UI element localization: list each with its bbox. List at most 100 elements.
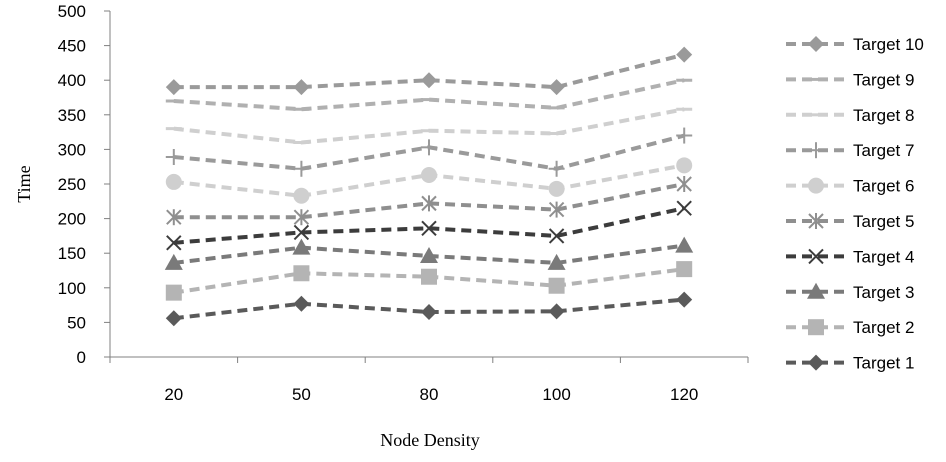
legend-label: Target 5 (853, 212, 914, 231)
data-point-target-10 (676, 46, 693, 63)
series-target-3 (164, 236, 694, 270)
data-point-target-2 (548, 277, 565, 294)
y-tick-label: 400 (58, 71, 86, 90)
legend-marker (808, 248, 824, 265)
data-point-target-6 (293, 187, 310, 204)
series-line-target-5 (173, 182, 685, 220)
legend-item-target-6: Target 6 (786, 177, 914, 196)
legend-item-target-7: Target 7 (786, 141, 914, 160)
data-point-target-6 (421, 167, 437, 184)
series-target-5 (166, 176, 692, 226)
series-target-6 (165, 157, 693, 204)
series-line-target-4 (173, 206, 685, 245)
legend-label: Target 8 (853, 106, 914, 125)
legend-label: Target 6 (853, 177, 914, 196)
legend-item-target-3: Target 3 (786, 282, 914, 302)
legend-item-target-1: Target 1 (786, 354, 914, 373)
data-point-target-3 (292, 238, 311, 255)
series-target-8 (165, 107, 693, 145)
marker-stroke (293, 224, 310, 241)
legend-item-target-2: Target 2 (786, 318, 914, 337)
legend-label: Target 1 (853, 354, 914, 373)
legend-item-target-9: Target 9 (786, 70, 914, 89)
legend-item-target-5: Target 5 (786, 212, 914, 231)
marker-stroke (166, 235, 182, 251)
data-point-target-3 (420, 246, 438, 263)
data-point-target-7 (676, 127, 693, 144)
data-point-target-7 (548, 160, 565, 177)
series-target-10 (165, 46, 693, 96)
legend-marker (808, 319, 824, 336)
y-tick-label: 250 (58, 175, 86, 194)
series-line-target-9 (173, 78, 685, 112)
data-point-target-1 (165, 310, 182, 327)
y-tick-label: 500 (58, 2, 86, 21)
data-point-target-2 (676, 261, 693, 278)
data-point-target-5 (676, 176, 692, 192)
legend-label: Target 2 (853, 318, 914, 337)
legend-label: Target 7 (853, 141, 914, 160)
legend-item-target-4: Target 4 (786, 247, 914, 266)
data-point-target-4 (421, 220, 437, 236)
series-target-1 (165, 291, 693, 327)
data-point-target-2 (421, 268, 437, 285)
data-point-target-3 (675, 236, 694, 253)
marker-stroke (548, 228, 565, 244)
marker-stroke (421, 220, 437, 236)
x-axis-title: Node Density (380, 430, 479, 450)
data-point-target-3 (164, 253, 183, 270)
data-point-target-10 (165, 79, 182, 96)
data-point-target-5 (293, 209, 310, 226)
data-point-target-10 (421, 72, 437, 89)
legend: Target 10 Target 9 Target 8 Target 7 Target … (786, 35, 924, 373)
data-point-target-10 (548, 79, 565, 96)
data-point-target-6 (165, 173, 182, 190)
legend-marker (808, 36, 824, 52)
y-tick-label: 50 (67, 313, 86, 332)
x-tick-label: 80 (420, 385, 439, 404)
marker-stroke (808, 248, 824, 265)
data-point-target-1 (676, 291, 693, 308)
y-tick-label: 150 (58, 244, 86, 263)
data-point-target-1 (293, 295, 310, 312)
legend-item-target-10: Target 10 (786, 35, 924, 54)
y-tick-label: 100 (58, 279, 86, 298)
series-line-target-10 (173, 52, 685, 90)
series-target-9 (165, 78, 693, 112)
x-tick-label: 20 (164, 385, 183, 404)
data-point-target-6 (548, 180, 565, 197)
data-point-target-1 (548, 303, 565, 320)
data-point-target-5 (421, 195, 437, 212)
y-tick-label: 300 (58, 140, 86, 159)
data-point-target-4 (548, 228, 565, 244)
legend-marker (808, 177, 824, 194)
data-point-target-7 (293, 160, 310, 177)
legend-marker (808, 213, 824, 229)
axes-group: 0 50 100 150 200 250 300 350 400 450 500 20 50 80 100 1… (58, 2, 749, 404)
legend-label: Target 4 (853, 247, 914, 266)
series-group (164, 46, 694, 327)
data-point-target-6 (676, 157, 693, 174)
y-tick-label: 450 (58, 37, 86, 56)
data-point-target-7 (165, 149, 182, 166)
data-point-target-7 (421, 139, 437, 156)
data-point-target-4 (676, 200, 692, 216)
series-target-4 (166, 200, 692, 251)
data-point-target-4 (166, 235, 182, 251)
legend-label: Target 10 (853, 35, 924, 54)
data-point-target-5 (166, 209, 182, 226)
data-point-target-3 (547, 253, 566, 270)
y-tick-label: 0 (77, 348, 86, 367)
legend-marker (808, 354, 824, 371)
data-point-target-2 (165, 284, 182, 301)
series-target-2 (165, 261, 693, 301)
legend-marker (807, 282, 825, 299)
data-point-target-10 (293, 79, 310, 96)
y-axis-title: Time (14, 165, 34, 202)
legend-label: Target 9 (853, 70, 914, 89)
x-tick-label: 100 (542, 385, 570, 404)
y-tick-label: 200 (58, 210, 86, 229)
data-point-target-5 (548, 201, 565, 218)
marker-stroke (676, 200, 692, 216)
